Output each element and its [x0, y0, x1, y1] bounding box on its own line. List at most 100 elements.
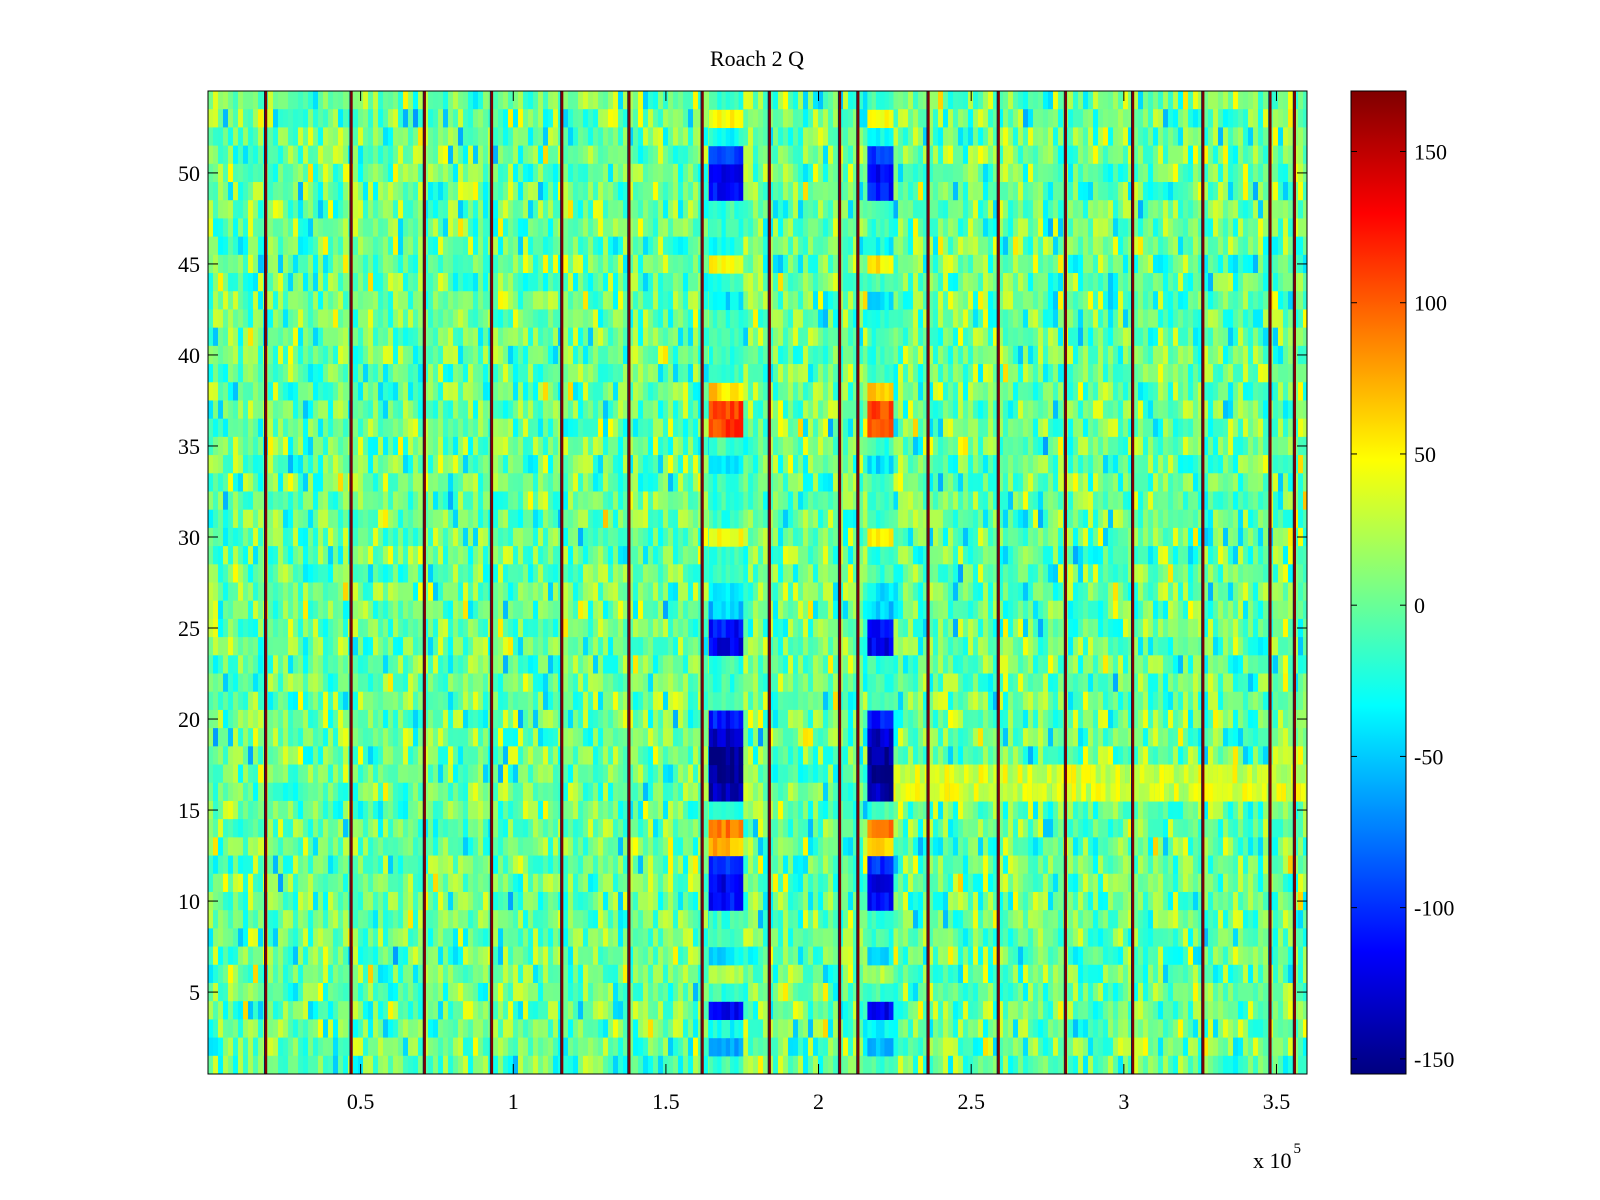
- heatmap-cell: [478, 127, 483, 147]
- heatmap-cell: [1168, 473, 1173, 493]
- heatmap-cell: [308, 273, 313, 292]
- heatmap-cell: [1058, 382, 1063, 402]
- heatmap-cell: [1218, 236, 1223, 256]
- heatmap-cell: [1223, 400, 1228, 420]
- heatmap-cell: [668, 182, 673, 201]
- heatmap-cell: [823, 254, 828, 274]
- heatmap-cell: [338, 163, 343, 183]
- heatmap-cell: [273, 491, 278, 511]
- heatmap-cell: [858, 218, 863, 238]
- heatmap-cell: [1058, 163, 1063, 183]
- heatmap-cell: [393, 145, 398, 165]
- heatmap-cell: [518, 182, 523, 201]
- heatmap-cell: [1263, 200, 1268, 220]
- heatmap-cell: [688, 400, 693, 420]
- heatmap-cell: [1073, 163, 1078, 183]
- heatmap-cell: [1143, 145, 1148, 165]
- heatmap-cell: [1133, 327, 1138, 347]
- heatmap-cell: [1223, 218, 1228, 238]
- heatmap-cell: [1038, 382, 1043, 402]
- heatmap-cell: [528, 91, 533, 110]
- heatmap-cell: [1103, 291, 1108, 311]
- heatmap-cell: [378, 109, 383, 129]
- heatmap-cell: [538, 163, 543, 183]
- heatmap-cell: [918, 163, 923, 183]
- heatmap-cell: [563, 218, 568, 238]
- heatmap-cell: [863, 473, 868, 493]
- heatmap-cell: [1243, 382, 1248, 402]
- heatmap-cell: [1233, 473, 1238, 493]
- heatmap-cell: [268, 364, 273, 383]
- heatmap-cell: [603, 345, 608, 365]
- heatmap-cell: [908, 455, 913, 474]
- heatmap-cell: [1068, 273, 1073, 292]
- heatmap-cell: [908, 200, 913, 220]
- heatmap-cell: [258, 254, 263, 274]
- heatmap-cell: [1233, 291, 1238, 311]
- heatmap-cell: [483, 127, 488, 147]
- heatmap-cell: [393, 473, 398, 493]
- heatmap-cell: [298, 382, 303, 402]
- heatmap-cell: [628, 418, 633, 438]
- heatmap-cell: [948, 273, 953, 292]
- heatmap-cell: [378, 236, 383, 256]
- heatmap-cell: [773, 473, 778, 493]
- heatmap-cell: [453, 218, 458, 238]
- heatmap-cell: [893, 309, 898, 329]
- heatmap-cell: [1188, 163, 1193, 183]
- heatmap-cell: [1208, 309, 1213, 329]
- heatmap-cell: [593, 491, 598, 511]
- heatmap-cell: [1248, 127, 1253, 147]
- heatmap-cell: [923, 218, 928, 238]
- heatmap-cell: [518, 491, 523, 511]
- heatmap-cell: [513, 145, 518, 165]
- heatmap-cell: [613, 436, 618, 456]
- heatmap-cell: [928, 200, 933, 220]
- heatmap-cell: [758, 109, 763, 129]
- heatmap-cell: [953, 491, 958, 511]
- heatmap-cell: [803, 473, 808, 493]
- heatmap-cell: [603, 364, 608, 383]
- heatmap-cell: [308, 382, 313, 402]
- heatmap-cell: [1228, 382, 1233, 402]
- heatmap-cell: [648, 145, 653, 165]
- heatmap-cell: [413, 236, 418, 256]
- heatmap-cell: [1143, 273, 1148, 292]
- heatmap-cell: [443, 200, 448, 220]
- heatmap-cell: [1258, 309, 1263, 329]
- heatmap-cell: [698, 236, 703, 256]
- heatmap-cell: [963, 109, 968, 129]
- heatmap-cell: [1208, 382, 1213, 402]
- heatmap-cell: [383, 218, 388, 238]
- heatmap-cell: [1008, 382, 1013, 402]
- heatmap-cell: [473, 236, 478, 256]
- heatmap-cell: [773, 236, 778, 256]
- heatmap-cell: [238, 364, 243, 383]
- heatmap-cell: [988, 182, 993, 201]
- heatmap-cell: [1233, 182, 1238, 201]
- heatmap-cell: [673, 254, 678, 274]
- heatmap-cell: [368, 236, 373, 256]
- heatmap-cell: [583, 182, 588, 201]
- heatmap-cell: [603, 182, 608, 201]
- heatmap-cell: [608, 127, 613, 147]
- heatmap-cell: [788, 382, 793, 402]
- heatmap-cell: [1248, 291, 1253, 311]
- heatmap-cell: [463, 309, 468, 329]
- heatmap-cell: [958, 491, 963, 511]
- heatmap-cell: [1283, 273, 1288, 292]
- heatmap-cell: [573, 345, 578, 365]
- heatmap-cell: [948, 309, 953, 329]
- heatmap-cell: [758, 145, 763, 165]
- heatmap-cell: [463, 200, 468, 220]
- heatmap-cell: [688, 273, 693, 292]
- heatmap-cell: [1158, 364, 1163, 383]
- heatmap-cell: [1138, 364, 1143, 383]
- heatmap-cell: [1273, 182, 1278, 201]
- heatmap-cell: [958, 218, 963, 238]
- heatmap-cell: [993, 455, 998, 474]
- heatmap-cell: [1158, 455, 1163, 474]
- heatmap-cell: [1143, 291, 1148, 311]
- heatmap-cell: [1208, 473, 1213, 493]
- heatmap-cell: [1303, 400, 1307, 420]
